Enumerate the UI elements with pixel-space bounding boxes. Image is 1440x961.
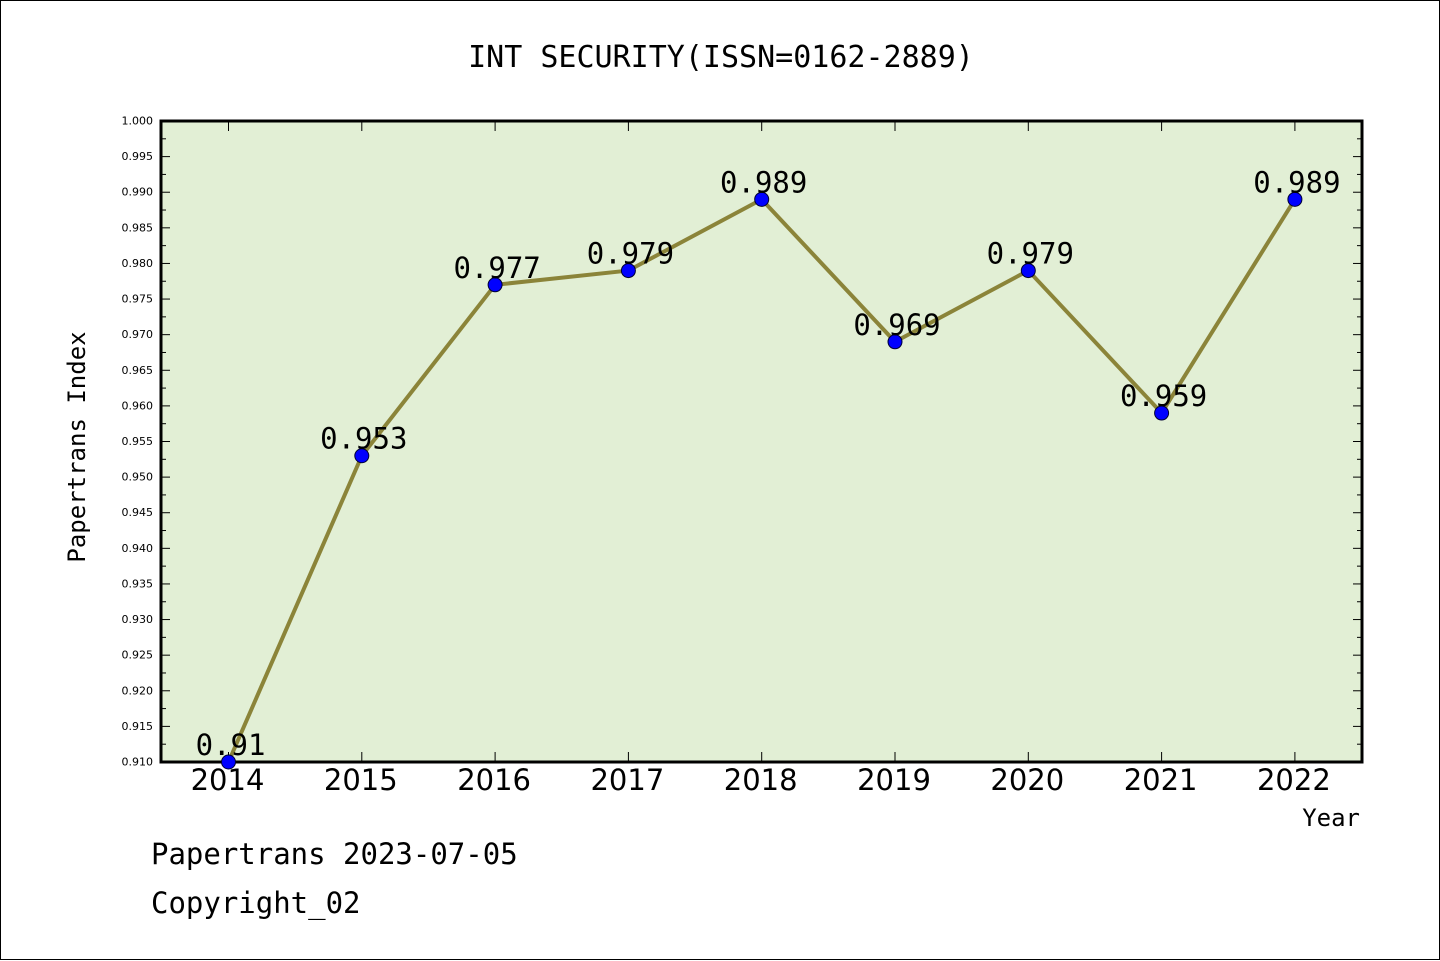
y-tick-label: 0.975 xyxy=(122,293,154,306)
y-tick-label: 0.980 xyxy=(122,257,154,270)
footer-copyright: Copyright_02 xyxy=(151,886,361,920)
y-tick-label: 0.955 xyxy=(122,435,154,448)
chart-title: INT SECURITY(ISSN=0162-2889) xyxy=(468,40,974,75)
y-tick-label: 0.960 xyxy=(122,399,154,412)
y-tick-label: 0.995 xyxy=(122,150,154,163)
footer-date: Papertrans 2023-07-05 xyxy=(151,837,518,871)
data-label: 0.989 xyxy=(720,165,807,199)
data-point xyxy=(887,334,903,350)
y-tick-label: 0.935 xyxy=(122,577,154,590)
data-point xyxy=(1020,263,1036,279)
data-points xyxy=(221,191,1303,770)
data-point xyxy=(1287,191,1303,207)
y-tick-label: 1.000 xyxy=(122,115,154,128)
x-tick-label: 2021 xyxy=(1124,763,1198,797)
x-tick-label: 2019 xyxy=(857,763,931,797)
x-tick-label: 2020 xyxy=(990,763,1064,797)
y-tick-label: 0.940 xyxy=(122,542,154,555)
data-label: 0.953 xyxy=(320,422,407,456)
data-point xyxy=(754,191,770,207)
data-point xyxy=(1154,405,1170,421)
y-tick-label: 0.990 xyxy=(122,186,154,199)
y-axis-label: Papertrans Index xyxy=(63,331,91,562)
data-point xyxy=(354,448,370,464)
x-tick-label: 2022 xyxy=(1257,763,1331,797)
plot-area xyxy=(159,119,1364,764)
x-tick-label: 2018 xyxy=(724,763,798,797)
data-labels: 0.91 0.953 0.977 0.979 0.989 0.969 0.979 0.959 0… xyxy=(196,165,1341,762)
x-tick-label: 2016 xyxy=(457,763,531,797)
data-label: 0.989 xyxy=(1253,165,1340,199)
y-tick-label: 0.965 xyxy=(122,364,154,377)
data-label: 0.959 xyxy=(1120,379,1207,413)
data-label: 0.979 xyxy=(587,237,674,271)
x-axis: 2014 2015 2016 2017 2018 2019 2020 2021 2022 xyxy=(191,121,1331,797)
y-tick-label: 0.945 xyxy=(122,506,154,519)
y-tick-label: 0.910 xyxy=(122,756,154,769)
y-tick-label: 0.920 xyxy=(122,684,154,697)
data-label: 0.969 xyxy=(853,308,940,342)
y-tick-label: 0.950 xyxy=(122,471,154,484)
data-point xyxy=(221,754,236,770)
y-axis: 0.910 0.915 0.920 0.925 0.930 0.935 0.940 0.945… xyxy=(122,115,1362,769)
y-tick-label: 0.915 xyxy=(122,720,154,733)
y-tick-label: 0.970 xyxy=(122,328,154,341)
data-label: 0.977 xyxy=(453,251,540,285)
data-label: 0.91 xyxy=(196,728,266,762)
data-point xyxy=(487,277,503,293)
y-tick-label: 0.985 xyxy=(122,221,154,234)
data-point xyxy=(620,263,636,279)
data-label: 0.979 xyxy=(987,237,1074,271)
x-axis-label: Year xyxy=(1302,804,1360,832)
y-tick-label: 0.925 xyxy=(122,649,154,662)
x-tick-label: 2015 xyxy=(324,763,398,797)
y-tick-label: 0.930 xyxy=(122,613,154,626)
x-tick-label: 2017 xyxy=(590,763,664,797)
